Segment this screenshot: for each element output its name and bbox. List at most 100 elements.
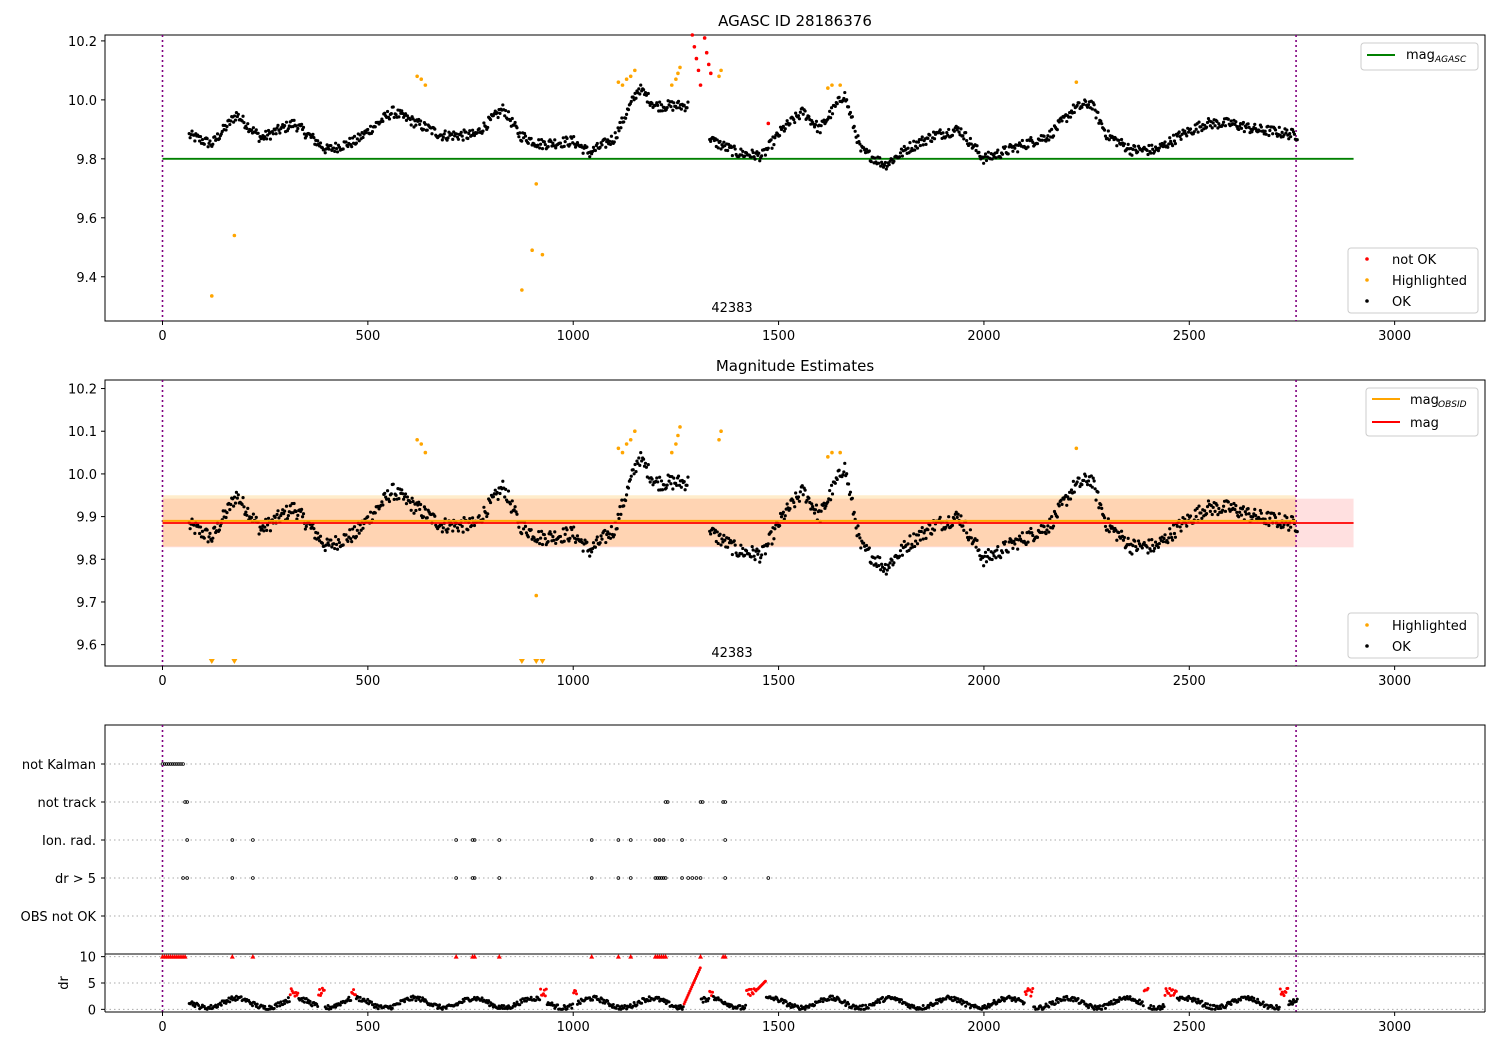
dr-point <box>743 1006 747 1010</box>
ok-point <box>320 541 324 545</box>
ok-point <box>783 514 787 518</box>
ok-point <box>757 151 761 155</box>
flag-point <box>162 762 167 766</box>
ok-point <box>456 137 461 141</box>
dr-high-marker <box>229 954 235 959</box>
ok-point <box>472 133 477 138</box>
ok-point <box>709 532 713 536</box>
ok-point <box>312 136 316 140</box>
flag-point <box>185 876 189 880</box>
ok-point <box>341 147 345 151</box>
dr-point <box>1295 997 1299 1001</box>
ok-point <box>225 511 229 515</box>
ok-point <box>886 563 890 567</box>
dr-point <box>1160 1007 1164 1011</box>
ok-point <box>662 105 666 110</box>
highlighted-point <box>232 233 237 238</box>
ok-point <box>1050 127 1054 131</box>
dr-point <box>935 1001 939 1005</box>
ok-point <box>591 541 596 545</box>
ok-point <box>676 474 681 478</box>
legend-marker <box>1365 623 1369 627</box>
ok-point <box>842 96 846 101</box>
ok-point <box>946 523 950 527</box>
highlighted-point <box>530 248 534 253</box>
ok-point <box>797 117 802 121</box>
ok-point <box>1020 531 1024 535</box>
highlighted-point <box>628 74 633 79</box>
dr-point <box>319 991 323 995</box>
legend-line-label: mag <box>1410 416 1439 431</box>
dr-point <box>1092 1007 1096 1011</box>
ok-point <box>733 543 737 547</box>
dr-point <box>316 1004 320 1008</box>
panel2-ytick-label: 9.9 <box>76 511 97 526</box>
ok-point <box>581 549 585 553</box>
ok-point <box>1082 102 1086 107</box>
panel1-ytick-label: 9.4 <box>76 271 97 286</box>
ok-point <box>392 115 396 120</box>
dr-point <box>875 1000 879 1004</box>
ok-point <box>451 529 455 533</box>
ok-point <box>523 524 528 528</box>
ok-point <box>940 528 944 532</box>
ok-point <box>1106 517 1110 521</box>
dr-point <box>667 1000 671 1004</box>
ok-point <box>1239 126 1244 130</box>
ok-point <box>994 156 998 160</box>
ok-point <box>488 118 493 122</box>
ok-point <box>990 157 994 161</box>
ok-point <box>1107 530 1111 534</box>
ok-point <box>734 551 738 555</box>
ok-point <box>1134 545 1138 549</box>
ok-point <box>618 120 622 125</box>
not-ok-point <box>706 62 711 67</box>
ok-point <box>1175 524 1179 528</box>
ok-point <box>496 115 500 120</box>
ok-point <box>215 132 220 136</box>
ok-point <box>510 499 514 503</box>
ok-point <box>908 534 912 538</box>
ok-point <box>996 544 1000 549</box>
ok-point <box>772 537 776 541</box>
ok-point <box>995 548 999 552</box>
dr-point <box>376 1007 380 1011</box>
ok-point <box>613 131 617 135</box>
dr-point <box>1065 994 1069 998</box>
ok-point <box>554 146 558 150</box>
highlighted-point <box>423 83 428 87</box>
ok-point <box>856 524 860 528</box>
ok-point <box>1031 140 1035 144</box>
flag-point <box>690 876 695 880</box>
ok-point <box>1060 119 1064 123</box>
dr-point <box>706 999 710 1003</box>
ok-point <box>781 124 785 128</box>
ok-point <box>892 561 896 565</box>
ok-point <box>763 552 768 556</box>
ok-point <box>1259 511 1263 515</box>
ok-point <box>229 119 233 123</box>
ok-point <box>217 528 222 532</box>
ok-point <box>1050 515 1054 519</box>
ok-point <box>609 134 614 138</box>
ok-point <box>1266 510 1270 514</box>
ok-point <box>1266 124 1270 128</box>
dr-point <box>1168 986 1172 990</box>
highlighted-point <box>717 74 721 79</box>
dr-ytick-label: 0 <box>88 1003 96 1018</box>
dr-point <box>218 1001 222 1005</box>
ok-point <box>914 539 918 543</box>
highlighted-point <box>826 455 830 459</box>
panel2-xtick-label: 1500 <box>762 674 795 689</box>
ok-point <box>660 109 665 113</box>
ok-point <box>1186 513 1190 517</box>
ok-point <box>453 524 457 528</box>
ok-point <box>1136 547 1140 551</box>
ok-point <box>246 506 250 510</box>
ok-point <box>1133 144 1137 148</box>
ok-point <box>368 124 373 128</box>
dr-point <box>707 997 711 1001</box>
ok-point <box>686 475 690 479</box>
flag-point <box>472 838 477 842</box>
ok-point <box>288 504 292 508</box>
